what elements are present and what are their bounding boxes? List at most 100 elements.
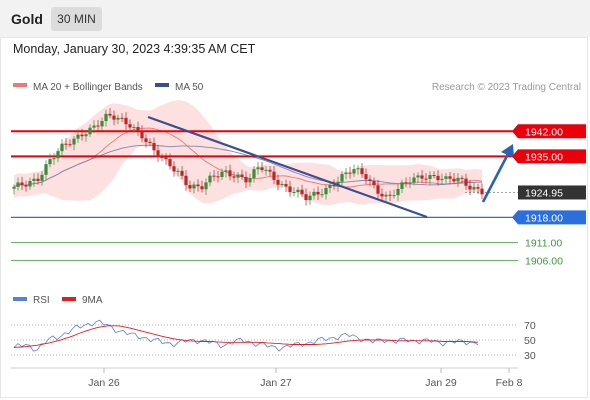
candle-body [304, 194, 308, 201]
candle-body [428, 175, 432, 179]
candle-body [372, 180, 376, 186]
candle-body [268, 169, 272, 172]
candle-body [344, 172, 348, 175]
candle-body [280, 184, 284, 186]
candle-body [16, 182, 20, 187]
target-label-4: 1911.00 [525, 238, 562, 250]
candle-body [260, 167, 264, 171]
rsi-ma-swatch [62, 297, 76, 301]
candle-body [476, 187, 480, 189]
candle-body [368, 179, 372, 181]
candle-body [220, 171, 224, 178]
rsi-pane: 70 50 30 [11, 319, 536, 362]
candle-body [88, 127, 92, 135]
x-tick-label: Jan 27 [260, 377, 292, 389]
x-tick-label: Jan 29 [425, 377, 457, 389]
rsi-level-label: 30 [524, 350, 536, 362]
candle-body [44, 164, 48, 175]
candle-body [120, 117, 124, 119]
candle-body [364, 174, 368, 180]
candle-body [24, 185, 28, 187]
candle-body [480, 188, 484, 195]
time-axis: Jan 26 Jan 27 Jan 29 Feb 8 [88, 368, 523, 389]
candle-body [36, 178, 40, 181]
candle-body [72, 138, 76, 145]
rsi-legend: RSI 9MA [13, 295, 103, 306]
candle-body [116, 117, 120, 120]
candle-body [140, 130, 144, 139]
credit-text: Research © 2023 Trading Central [432, 82, 581, 93]
candle-body [128, 124, 132, 128]
rsi-level-label: 70 [524, 320, 536, 332]
candle-body [216, 176, 220, 178]
chart-datetime: Monday, January 30, 2023 4:39:35 AM CET [13, 42, 256, 56]
support-tag-3 [512, 210, 586, 225]
candle-body [460, 177, 464, 179]
downtrend-line [147, 115, 428, 219]
support-label-3: 1918.00 [525, 212, 563, 224]
ma20-line [13, 127, 483, 188]
timeframe-button[interactable]: 30 MIN [51, 7, 102, 31]
rsi-legend-label: RSI [33, 295, 50, 306]
current-price-tag [518, 185, 586, 200]
candle-body [152, 142, 156, 151]
candle-body [132, 126, 136, 128]
candle-body [84, 134, 88, 137]
candle-body [320, 194, 324, 196]
current-price-label: 1924.95 [525, 187, 563, 199]
candle-body [400, 182, 404, 189]
candle-body [464, 178, 468, 186]
candle-body [208, 175, 212, 183]
trend-annotations [147, 115, 514, 219]
candle-body [64, 143, 68, 145]
candle-body [356, 168, 360, 170]
candle-body [288, 186, 292, 193]
level-labels: 1942.00 1935.00 1924.95 1918.00 1911.00 1906.… [512, 124, 586, 267]
ma50-legend: MA 50 [175, 82, 204, 93]
candle-body [452, 178, 456, 182]
candle-body [284, 184, 288, 187]
candle-body [148, 141, 152, 143]
candle-body [376, 185, 380, 194]
resistance-tag-0 [512, 124, 586, 139]
candle-body [156, 150, 160, 157]
candle-body [80, 134, 84, 137]
candle-body [100, 121, 104, 127]
x-tick-label: Feb 8 [496, 377, 523, 389]
candle-body [52, 158, 56, 160]
candle-body [20, 182, 24, 186]
candle-body [68, 144, 72, 146]
candle-body [112, 115, 116, 120]
candle-body [360, 168, 364, 175]
resistance-label-1: 1935.00 [525, 151, 563, 163]
candle-body [76, 134, 80, 139]
candle-body [124, 117, 128, 125]
candle-body [352, 169, 356, 174]
candle-body [32, 178, 36, 182]
candle-body [196, 184, 200, 187]
candle-body [404, 182, 408, 184]
candle-body [396, 188, 400, 196]
candle-body [336, 181, 340, 187]
candle-body [232, 176, 236, 178]
chart-header: Gold 30 MIN [0, 0, 590, 37]
rsi-ma-legend-label: 9MA [82, 295, 103, 306]
candle-body [380, 193, 384, 197]
candle-body [272, 171, 276, 180]
candle-body [312, 191, 316, 196]
candle-body [424, 178, 428, 180]
candle-body [296, 189, 300, 193]
resistance-tag-1 [512, 149, 586, 164]
candle-body [180, 170, 184, 176]
candle-body [316, 191, 320, 195]
candle-body [348, 172, 352, 174]
candle-body [172, 166, 176, 172]
candle-body [252, 169, 256, 179]
candle-body [28, 181, 32, 187]
candle-body [104, 113, 108, 122]
candle-body [48, 159, 52, 165]
candle-body [332, 184, 336, 187]
target-label-5: 1906.00 [525, 255, 563, 267]
candle-body [228, 170, 232, 177]
rsi-level-label: 50 [524, 335, 536, 347]
